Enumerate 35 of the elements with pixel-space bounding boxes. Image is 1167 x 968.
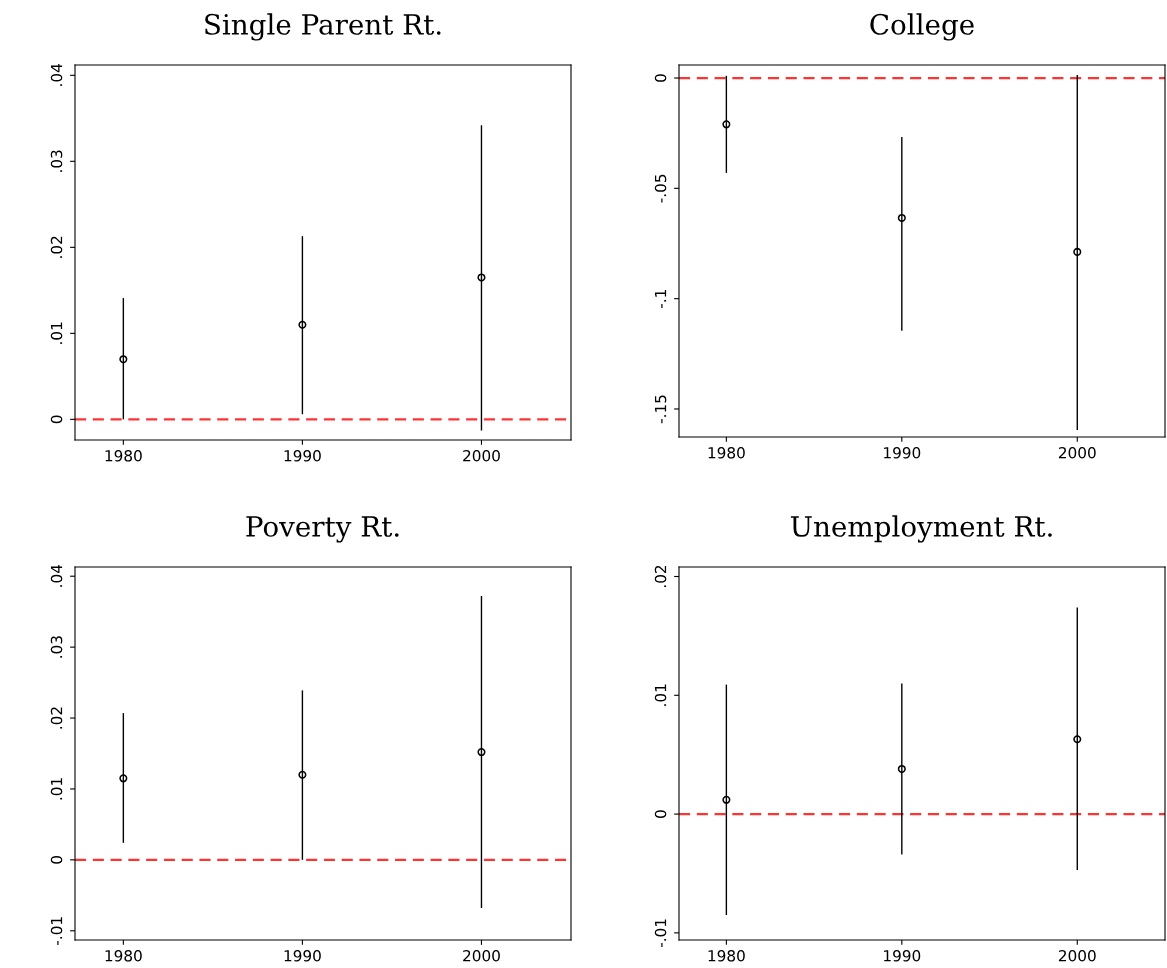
y-tick-label: .04 — [50, 64, 63, 86]
x-tick-label: 1990 — [884, 949, 921, 962]
y-tick-label: 0 — [50, 856, 63, 864]
y-tick-label: 0 — [654, 810, 667, 818]
chart-title: Single Parent Rt. — [205, 13, 441, 41]
y-tick-label: 0 — [50, 415, 63, 424]
x-tick-label: 1990 — [284, 949, 321, 962]
x-tick-label: 1980 — [105, 949, 142, 962]
y-tick-label: -.05 — [654, 174, 667, 203]
y-tick-label: .02 — [654, 565, 667, 588]
y-tick-label: 0 — [654, 74, 667, 82]
y-tick-label: .04 — [50, 564, 63, 587]
x-tick-label: 1990 — [284, 449, 321, 462]
x-tick-label: 1980 — [105, 449, 142, 462]
y-tick-label: .01 — [50, 322, 63, 344]
y-tick-label: -.01 — [654, 919, 667, 948]
y-tick-label: .03 — [50, 150, 63, 172]
chart-title: Unemployment Rt. — [790, 515, 1052, 543]
y-tick-label: -.01 — [50, 917, 63, 945]
y-tick-label: .02 — [50, 236, 63, 258]
x-tick-label: 1980 — [708, 446, 745, 459]
y-tick-label: .01 — [654, 684, 667, 706]
x-tick-label: 2000 — [463, 949, 500, 962]
y-tick-label: -.1 — [654, 290, 667, 308]
chart-title: Poverty Rt. — [246, 516, 399, 543]
y-tick-label: .03 — [50, 636, 63, 658]
x-tick-label: 1980 — [708, 949, 745, 962]
chart-title: College — [870, 13, 974, 41]
x-tick-label: 2000 — [463, 449, 500, 462]
y-tick-label: -.15 — [654, 395, 667, 424]
x-tick-label: 1990 — [884, 446, 921, 459]
x-tick-label: 2000 — [1058, 446, 1096, 459]
y-tick-label: .02 — [50, 707, 63, 729]
x-tick-label: 2000 — [1058, 949, 1096, 962]
y-tick-label: .01 — [50, 778, 63, 800]
